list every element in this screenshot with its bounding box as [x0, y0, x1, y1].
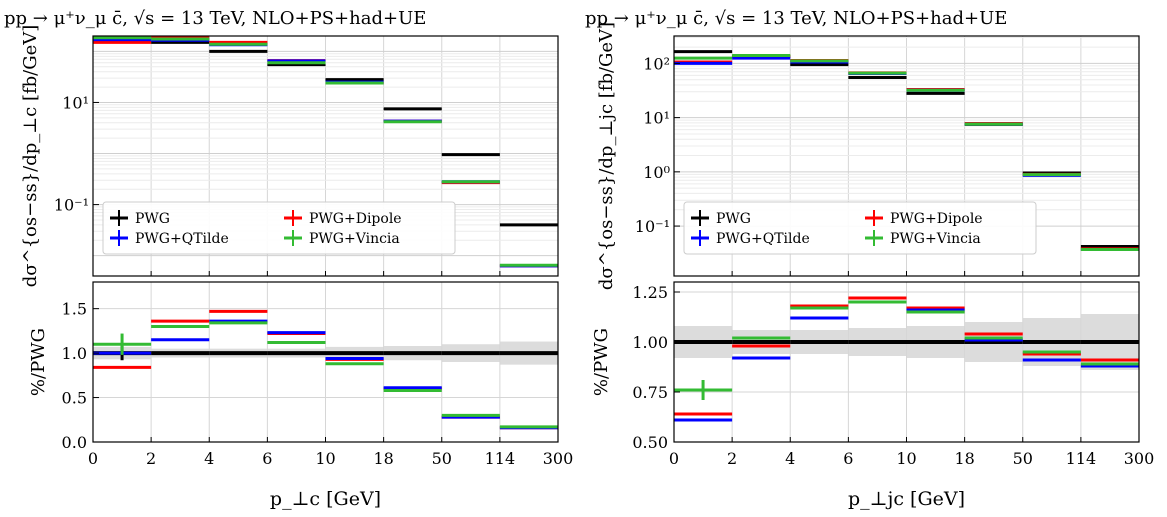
x-tick-label: 300: [1124, 449, 1155, 468]
main-series: [674, 50, 1139, 251]
x-tick-label: 2: [146, 449, 156, 468]
ratio-y-tick-label: 0.5: [62, 389, 87, 408]
ratio-y-tick-label: 0.0: [62, 433, 87, 452]
legend-label: PWG+Dipole: [890, 211, 983, 227]
x-axis-label: p_⊥jc [GeV]: [848, 488, 965, 510]
main-y-label: dσ^{os−ss}/dp_⊥c [fb/GeV]: [20, 25, 41, 288]
x-tick-label: 10: [896, 449, 916, 468]
ratio-series-pwg-dipole: [674, 296, 1139, 416]
ratio-series-pwg-vincia: [93, 321, 558, 429]
legend: PWG PWG+QTilde PWG+Dipole PWG+Vincia: [683, 201, 1037, 255]
legend-box: [102, 201, 456, 255]
x-tick-label: 0: [669, 449, 679, 468]
ratio-y-tick-label: 1.5: [62, 300, 87, 319]
ratio-y-tick-label: 0.50: [632, 433, 668, 452]
x-tick-label: 10: [315, 449, 335, 468]
ratio-y-label: %/PWG: [591, 328, 612, 396]
series-pwg-vincia: [93, 36, 558, 267]
legend: PWG PWG+QTilde PWG+Dipole PWG+Vincia: [102, 201, 456, 255]
x-tick-label: 18: [373, 449, 393, 468]
x-tick-label: 114: [1066, 449, 1097, 468]
x-tick-label: 4: [204, 449, 214, 468]
main-y-tick-label: 10⁻¹: [54, 196, 89, 215]
legend-label: PWG+QTilde: [135, 231, 229, 247]
main-y-tick-label: 10²: [643, 54, 670, 73]
x-tick-label: 0: [88, 449, 98, 468]
panel-2: pp → μ⁺ν_μ c̄, √s = 13 TeV, NLO+PS+had+U…: [585, 8, 1154, 510]
ratio-series-pwg-vincia: [674, 300, 1139, 400]
legend-label: PWG+Vincia: [309, 231, 400, 247]
ratio-series-pwg-qtilde: [674, 300, 1139, 422]
chart-title: pp → μ⁺ν_μ c̄, √s = 13 TeV, NLO+PS+had+U…: [4, 8, 426, 29]
chart-title: pp → μ⁺ν_μ c̄, √s = 13 TeV, NLO+PS+had+U…: [585, 8, 1007, 29]
ratio-y-tick-label: 1.00: [632, 333, 668, 352]
main-series: [93, 36, 558, 268]
main-y-tick-label: 10¹: [62, 93, 89, 112]
x-tick-label: 50: [432, 449, 452, 468]
ratio-y-tick-label: 1.0: [62, 344, 87, 363]
series-pwg-vincia: [674, 53, 1139, 251]
ratio-series-pwg: [674, 340, 1139, 344]
ratio-y-label: %/PWG: [28, 328, 49, 396]
legend-box: [683, 201, 1037, 255]
panel-1: pp → μ⁺ν_μ c̄, √s = 13 TeV, NLO+PS+had+U…: [4, 8, 573, 510]
ratio-series: [93, 309, 558, 430]
x-axis-label: p_⊥c [GeV]: [270, 488, 381, 510]
x-tick-label: 4: [785, 449, 795, 468]
ratio-y-tick-label: 0.75: [632, 383, 668, 402]
main-y-label: dσ^{os−ss}/dp_⊥jc [fb/GeV]: [596, 22, 617, 290]
x-tick-label: 2: [727, 449, 737, 468]
legend-label: PWG: [716, 211, 751, 227]
main-y-tick-label: 10⁻¹: [635, 217, 670, 236]
main-y-tick-label: 10¹: [643, 109, 670, 128]
x-tick-label: 18: [954, 449, 974, 468]
ratio-y-tick-label: 1.25: [632, 283, 668, 302]
legend-label: PWG+Dipole: [309, 211, 402, 227]
x-tick-label: 114: [485, 449, 516, 468]
legend-label: PWG+QTilde: [716, 231, 810, 247]
x-tick-label: 50: [1013, 449, 1033, 468]
x-tick-label: 300: [543, 449, 574, 468]
x-tick-label: 6: [262, 449, 272, 468]
legend-label: PWG+Vincia: [890, 231, 981, 247]
main-y-tick-label: 10⁰: [643, 163, 670, 182]
x-tick-label: 6: [843, 449, 853, 468]
ratio-series: [674, 296, 1139, 422]
legend-label: PWG: [135, 211, 170, 227]
